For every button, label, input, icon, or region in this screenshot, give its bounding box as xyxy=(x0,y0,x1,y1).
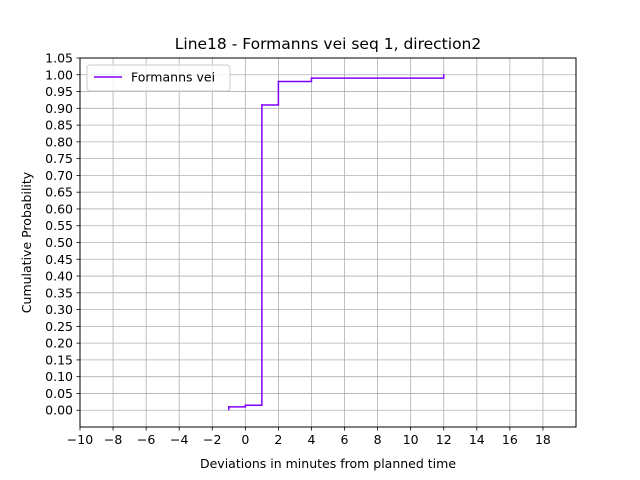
data-point xyxy=(228,406,230,408)
y-tick-label: 0.95 xyxy=(45,84,73,99)
chart-title: Line18 - Formanns vei seq 1, direction2 xyxy=(175,35,482,53)
y-tick-label: 0.15 xyxy=(45,352,73,367)
x-tick-label: 6 xyxy=(341,432,349,447)
x-tick-label: −8 xyxy=(104,432,122,447)
y-tick-label: 0.70 xyxy=(45,168,73,183)
x-axis-ticks: −10 −8 −6 −4 −2 0 2 4 6 8 10 12 14 16 18 xyxy=(67,427,551,447)
y-tick-label: 0.85 xyxy=(45,118,73,133)
legend-box xyxy=(86,64,231,92)
y-tick-label: 0.30 xyxy=(45,302,73,317)
x-tick-label: 8 xyxy=(374,432,382,447)
grid-lines xyxy=(79,57,576,427)
x-tick-label: 14 xyxy=(469,432,485,447)
y-tick-label: 0.35 xyxy=(45,285,73,300)
x-tick-label: 4 xyxy=(307,432,315,447)
x-tick-label: 2 xyxy=(274,432,282,447)
y-tick-label: 0.05 xyxy=(45,386,73,401)
x-tick-label: −6 xyxy=(137,432,155,447)
x-tick-label: −2 xyxy=(203,432,221,447)
x-tick-label: −10 xyxy=(67,432,93,447)
x-tick-label: 18 xyxy=(535,432,551,447)
y-tick-label: 0.60 xyxy=(45,201,73,216)
y-tick-label: 0.40 xyxy=(45,269,73,284)
x-tick-label: −4 xyxy=(170,432,188,447)
y-axis-label: Cumulative Probability xyxy=(19,171,34,313)
legend-label: Formanns vei xyxy=(131,70,215,85)
y-axis-ticks: 0.00 0.05 0.10 0.150.20 0.25 0.30 0.350.40 0.45… xyxy=(45,51,80,418)
y-tick-label: 0.50 xyxy=(45,235,73,250)
data-point xyxy=(310,77,313,79)
data-point xyxy=(261,104,263,106)
y-tick-label: 0.80 xyxy=(45,134,73,149)
x-tick-label: 12 xyxy=(436,432,452,447)
x-tick-label: 10 xyxy=(403,432,419,447)
x-tick-label: 16 xyxy=(502,432,518,447)
data-point xyxy=(244,404,247,406)
series-line xyxy=(228,74,445,411)
data-point xyxy=(442,73,445,76)
y-tick-label: 0.90 xyxy=(45,101,73,116)
x-axis-label: Deviations in minutes from planned time xyxy=(200,456,456,471)
y-tick-label: 1.05 xyxy=(45,51,73,66)
data-point xyxy=(277,80,280,83)
y-tick-label: 1.00 xyxy=(45,67,73,82)
y-tick-label: 0.25 xyxy=(45,319,73,334)
y-tick-label: 0.20 xyxy=(45,336,73,351)
series-layer xyxy=(228,73,445,411)
x-tick-label: 0 xyxy=(241,432,249,447)
y-tick-label: 0.10 xyxy=(45,369,73,384)
y-tick-label: 0.45 xyxy=(45,252,73,267)
y-tick-label: 0.65 xyxy=(45,185,73,200)
legend: Formanns vei xyxy=(86,64,231,92)
y-tick-label: 0.75 xyxy=(45,151,73,166)
y-tick-label: 0.00 xyxy=(45,403,73,418)
y-tick-label: 0.55 xyxy=(45,218,73,233)
